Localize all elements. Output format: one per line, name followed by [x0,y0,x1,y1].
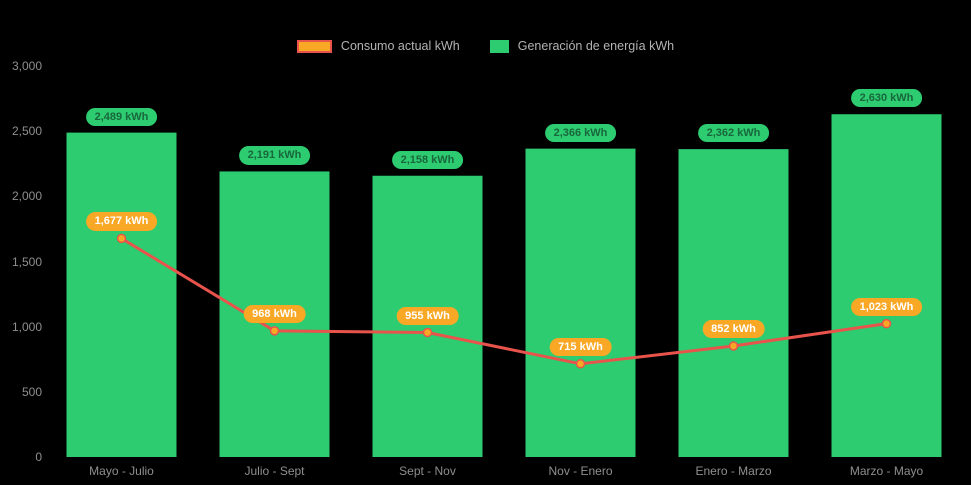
consumption-marker-2[interactable] [422,327,433,338]
consumption-marker-4[interactable] [728,341,739,351]
legend-item-consumo[interactable]: Consumo actual kWh [296,39,460,53]
consumption-marker-5[interactable] [881,318,892,329]
generation-bar-0[interactable] [66,132,177,457]
consumption-marker-0[interactable] [116,233,127,244]
consumption-marker-3[interactable] [575,359,586,369]
legend-label-generacion: Generación de energía kWh [517,39,675,53]
chart-legend: Consumo actual kWh Generación de energía… [0,39,971,53]
legend-label-consumo: Consumo actual kWh [340,39,460,53]
generation-bar-4[interactable] [678,149,789,458]
legend-item-generacion[interactable]: Generación de energía kWh [489,39,675,53]
generation-bar-2[interactable] [372,175,483,457]
generacion-bar-swatch-icon [489,39,509,53]
generation-bar-3[interactable] [525,148,636,457]
generation-bar-5[interactable] [831,114,942,458]
consumption-marker-1[interactable] [269,326,280,336]
consumo-line-swatch-icon [296,39,332,53]
generation-bar-1[interactable] [219,171,330,457]
